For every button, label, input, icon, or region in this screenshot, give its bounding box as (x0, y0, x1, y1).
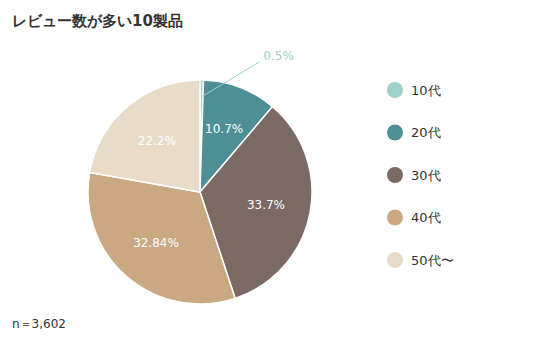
title: レビュー数が多い10製品 (12, 12, 183, 30)
legend-swatch (387, 82, 403, 98)
legend-swatch (387, 210, 403, 226)
data-label: 33.7% (247, 198, 285, 212)
slice (90, 80, 200, 192)
pie (88, 80, 312, 304)
data-label: 0.5% (263, 49, 294, 63)
legend-swatch (387, 252, 403, 268)
slice (88, 172, 235, 304)
legend-label: 40代 (411, 210, 441, 225)
legend-label: 10代 (411, 83, 441, 98)
annotation: n＝3,602 (12, 317, 66, 331)
legend-swatch (387, 125, 403, 141)
data-label: 22.2% (138, 134, 176, 148)
data-label: 32.84% (133, 236, 179, 250)
legend-label: 30代 (411, 168, 441, 183)
legend: 10代 20代 30代 40代 50代〜 (387, 82, 454, 268)
leader-line (201, 62, 259, 97)
legend-swatch (387, 167, 403, 183)
data-labels: 0.5% 10.7% 33.7% 32.84% 22.2% (133, 49, 294, 250)
legend-label: 20代 (411, 125, 441, 140)
data-label: 10.7% (205, 122, 243, 136)
chart: レビュー数が多い10製品 n＝3,602 0.5% 10.7% 33.7% 32.84% 2… (0, 0, 550, 340)
legend-label: 50代〜 (411, 253, 454, 268)
